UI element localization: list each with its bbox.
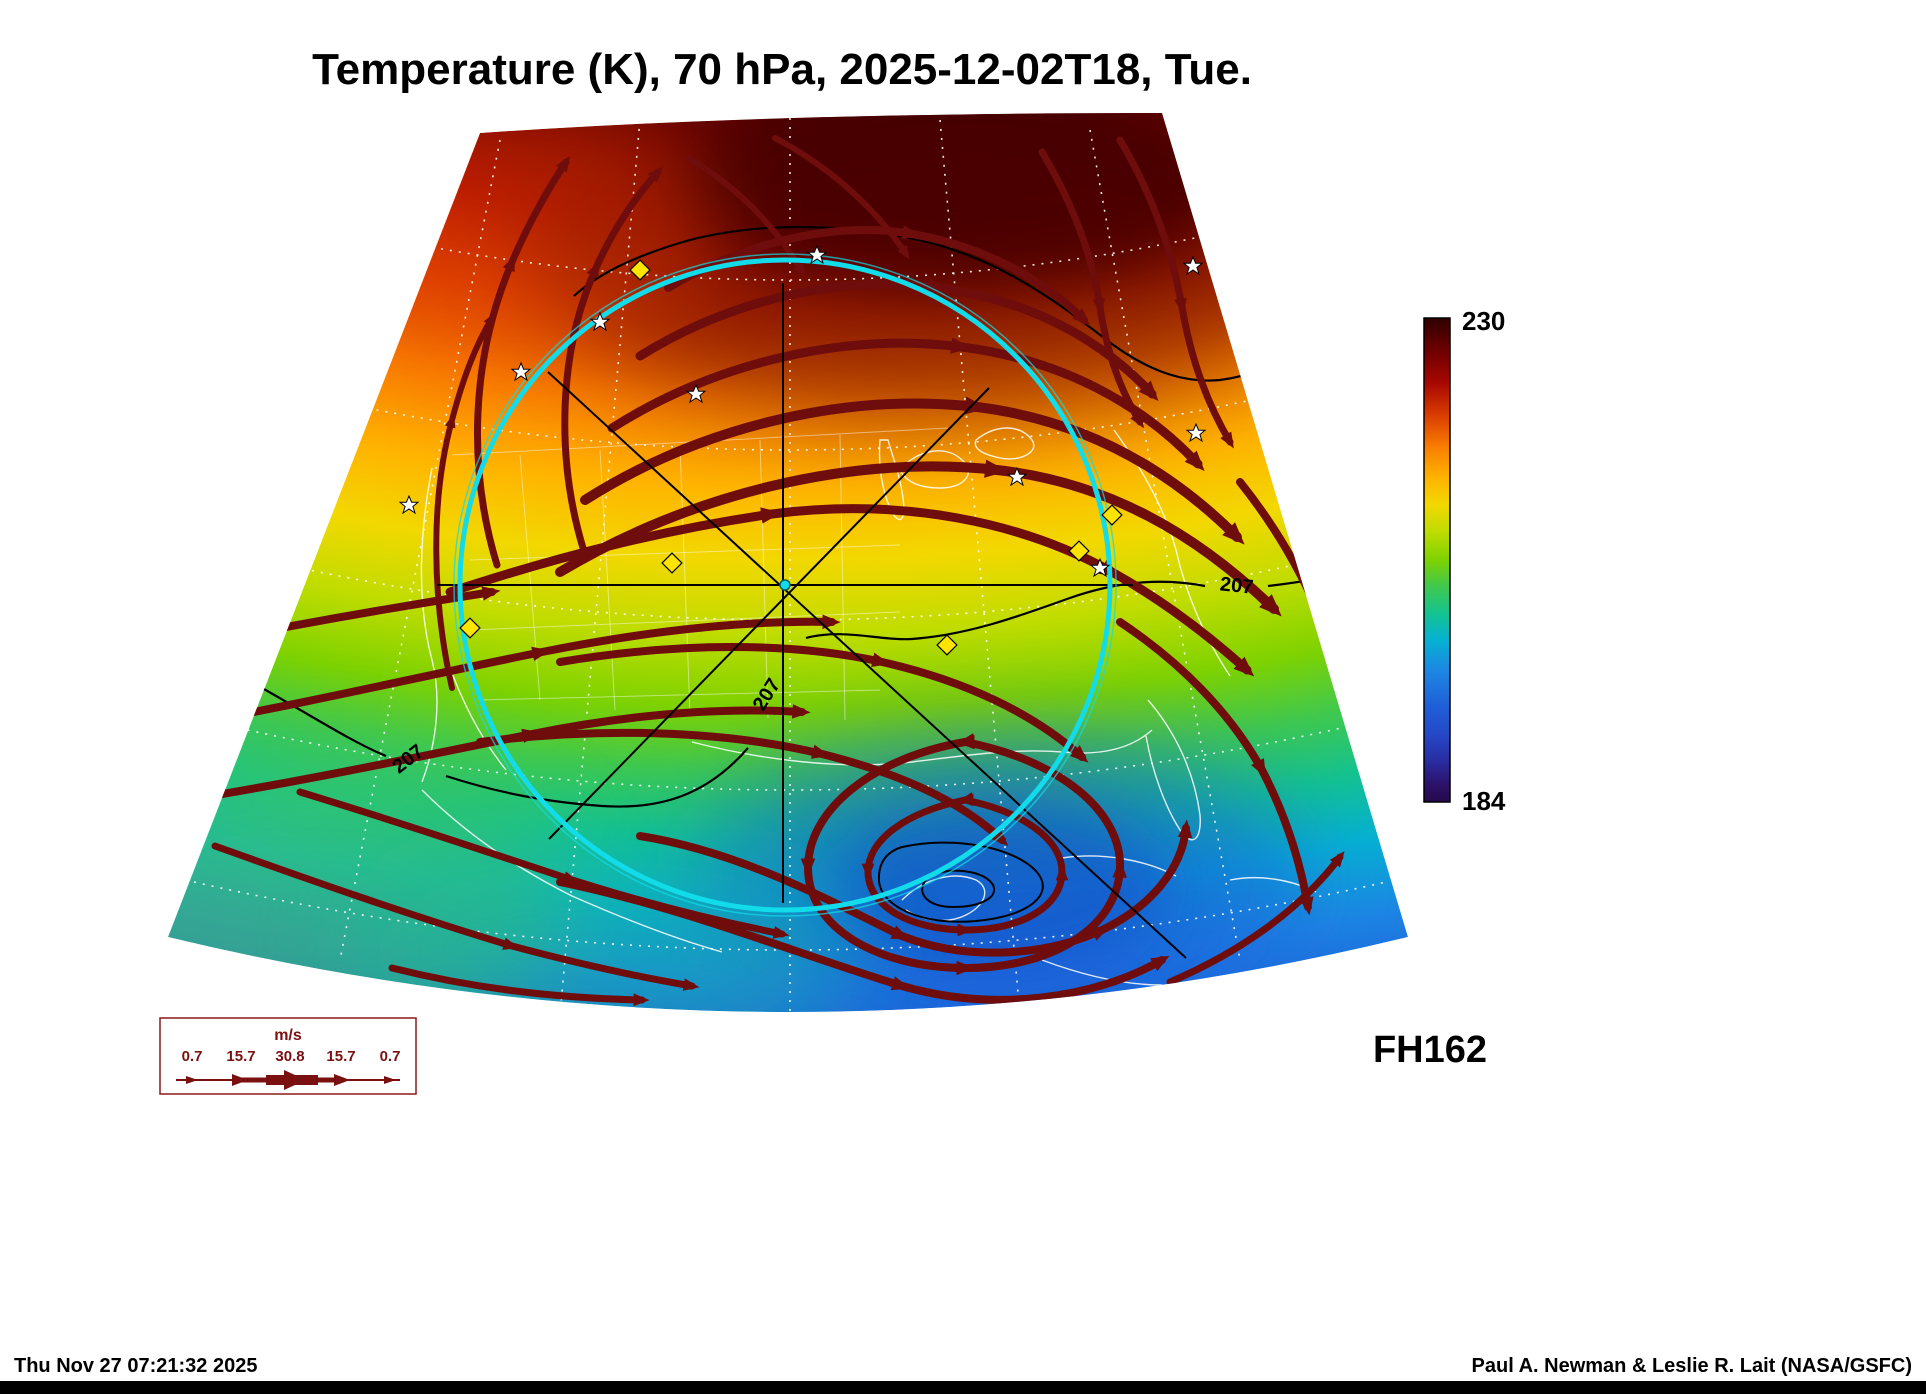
colorbar-gradient [1423, 317, 1451, 803]
wind-legend-speed: 15.7 [226, 1048, 255, 1065]
streamline [445, 504, 1255, 677]
streamline [388, 964, 650, 1007]
wind-legend-barb [176, 1070, 400, 1090]
streamline [196, 614, 841, 726]
crosshair-diagonal-nw-se [547, 371, 1187, 959]
contour-207 [261, 687, 387, 758]
contour-207 [445, 747, 749, 808]
bottom-bar [0, 1381, 1926, 1394]
coastline [420, 467, 438, 783]
station-diamond-marker [459, 617, 481, 639]
credit-label: Paul A. Newman & Leslie R. Lait (NASA/GS… [1472, 1355, 1912, 1377]
streamline [561, 166, 664, 552]
border-line [479, 689, 881, 701]
streamline [556, 643, 1089, 763]
station-diamond-marker [629, 259, 651, 281]
streamline [1116, 618, 1314, 916]
warm-west-blob [320, 113, 720, 360]
streamline [1038, 148, 1145, 429]
coastline [1145, 699, 1201, 841]
coastline [447, 661, 507, 771]
colorbar-min-label: 184 [1462, 786, 1506, 816]
wind-legend-units: m/s [274, 1027, 302, 1044]
forecast-hour-label: FH162 [1373, 1029, 1487, 1071]
contour-label-207: 207 [1219, 573, 1254, 598]
station-diamond-marker [661, 552, 683, 574]
range-circle-outer [453, 253, 1117, 917]
streamline [772, 135, 910, 260]
streamline [296, 788, 790, 939]
station-diamond-marker [936, 634, 958, 656]
chart-title: Temperature (K), 70 hPa, 2025-12-02T18, … [312, 45, 1252, 94]
wind-streamlines [181, 135, 1386, 1007]
range-circle-crosshair [437, 253, 1187, 959]
wind-legend-speed: 0.7 [182, 1048, 203, 1065]
station-markers [399, 245, 1206, 656]
wind-speed-legend: m/s 0.7 15.7 30.8 15.7 0.7 [159, 1017, 417, 1095]
crosshair-diagonal-ne-sw [548, 387, 990, 840]
wind-legend-speed: 15.7 [326, 1048, 355, 1065]
streamline [685, 155, 806, 278]
streamline [1116, 136, 1234, 449]
meridian-line [559, 119, 641, 1012]
meridian-line [1089, 129, 1241, 961]
colorbar-max-label: 230 [1462, 306, 1505, 336]
wind-legend-speed: 0.7 [380, 1048, 401, 1065]
streamline [433, 312, 496, 691]
streamline [1166, 850, 1345, 986]
streamline [211, 842, 700, 991]
center-marker [779, 579, 791, 591]
range-circle [457, 257, 1113, 913]
station-diamond-marker [1068, 540, 1090, 562]
streamline [473, 155, 571, 569]
colorbar: 230 184 [1423, 306, 1506, 816]
map-panel [168, 113, 1408, 1012]
station-diamond-marker [1101, 504, 1123, 526]
wind-legend-speed: 30.8 [275, 1048, 304, 1065]
timestamp-label: Thu Nov 27 07:21:32 2025 [14, 1355, 257, 1377]
border-line [679, 444, 691, 716]
